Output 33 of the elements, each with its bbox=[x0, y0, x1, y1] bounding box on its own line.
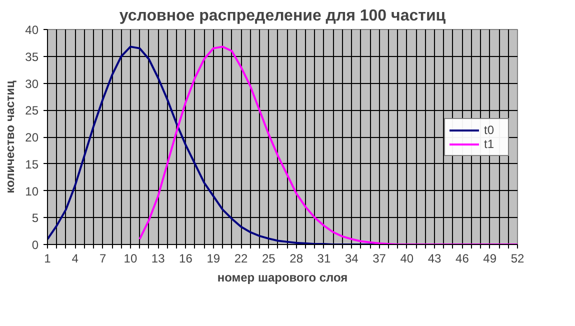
x-tick-label: 25 bbox=[262, 252, 276, 266]
y-tick-label: 0 bbox=[32, 238, 39, 252]
x-tick-label: 40 bbox=[400, 252, 414, 266]
line-series bbox=[138, 46, 518, 244]
y-tick-label: 10 bbox=[25, 184, 39, 198]
x-tick-label: 22 bbox=[234, 252, 248, 266]
x-tick-label: 10 bbox=[124, 252, 138, 266]
x-tick-label: 16 bbox=[179, 252, 193, 266]
x-tick-label: 46 bbox=[456, 252, 470, 266]
x-tick-label: 43 bbox=[428, 252, 442, 266]
legend-label: t1 bbox=[484, 136, 496, 150]
x-tick-label: 19 bbox=[206, 252, 220, 266]
x-tick-label: 52 bbox=[510, 252, 524, 266]
chart-title: условное распределение для 100 частиц bbox=[119, 8, 446, 24]
x-tick-label: 34 bbox=[344, 252, 359, 266]
y-tick-label: 20 bbox=[25, 130, 39, 144]
x-tick-label: 13 bbox=[151, 252, 166, 266]
x-tick-label: 37 bbox=[372, 252, 386, 266]
x-tick-label: 7 bbox=[99, 252, 106, 266]
y-axis-title: количество частиц bbox=[3, 80, 18, 194]
x-tick-label: 49 bbox=[483, 252, 497, 266]
y-tick-label: 15 bbox=[25, 157, 39, 172]
x-tick-label: 28 bbox=[290, 252, 304, 266]
y-tick-label: 30 bbox=[25, 76, 39, 91]
x-axis-title: номер шарового слоя bbox=[217, 270, 348, 284]
y-tick-label: 25 bbox=[25, 104, 39, 118]
y-tick-label: 35 bbox=[25, 50, 39, 64]
legend-label: t0 bbox=[484, 122, 496, 136]
x-tick-label: 4 bbox=[72, 252, 79, 266]
y-tick-label: 5 bbox=[32, 211, 39, 226]
x-tick-label: 31 bbox=[317, 252, 331, 266]
y-tick-label: 40 bbox=[25, 23, 39, 37]
x-tick-label: 1 bbox=[44, 252, 52, 266]
